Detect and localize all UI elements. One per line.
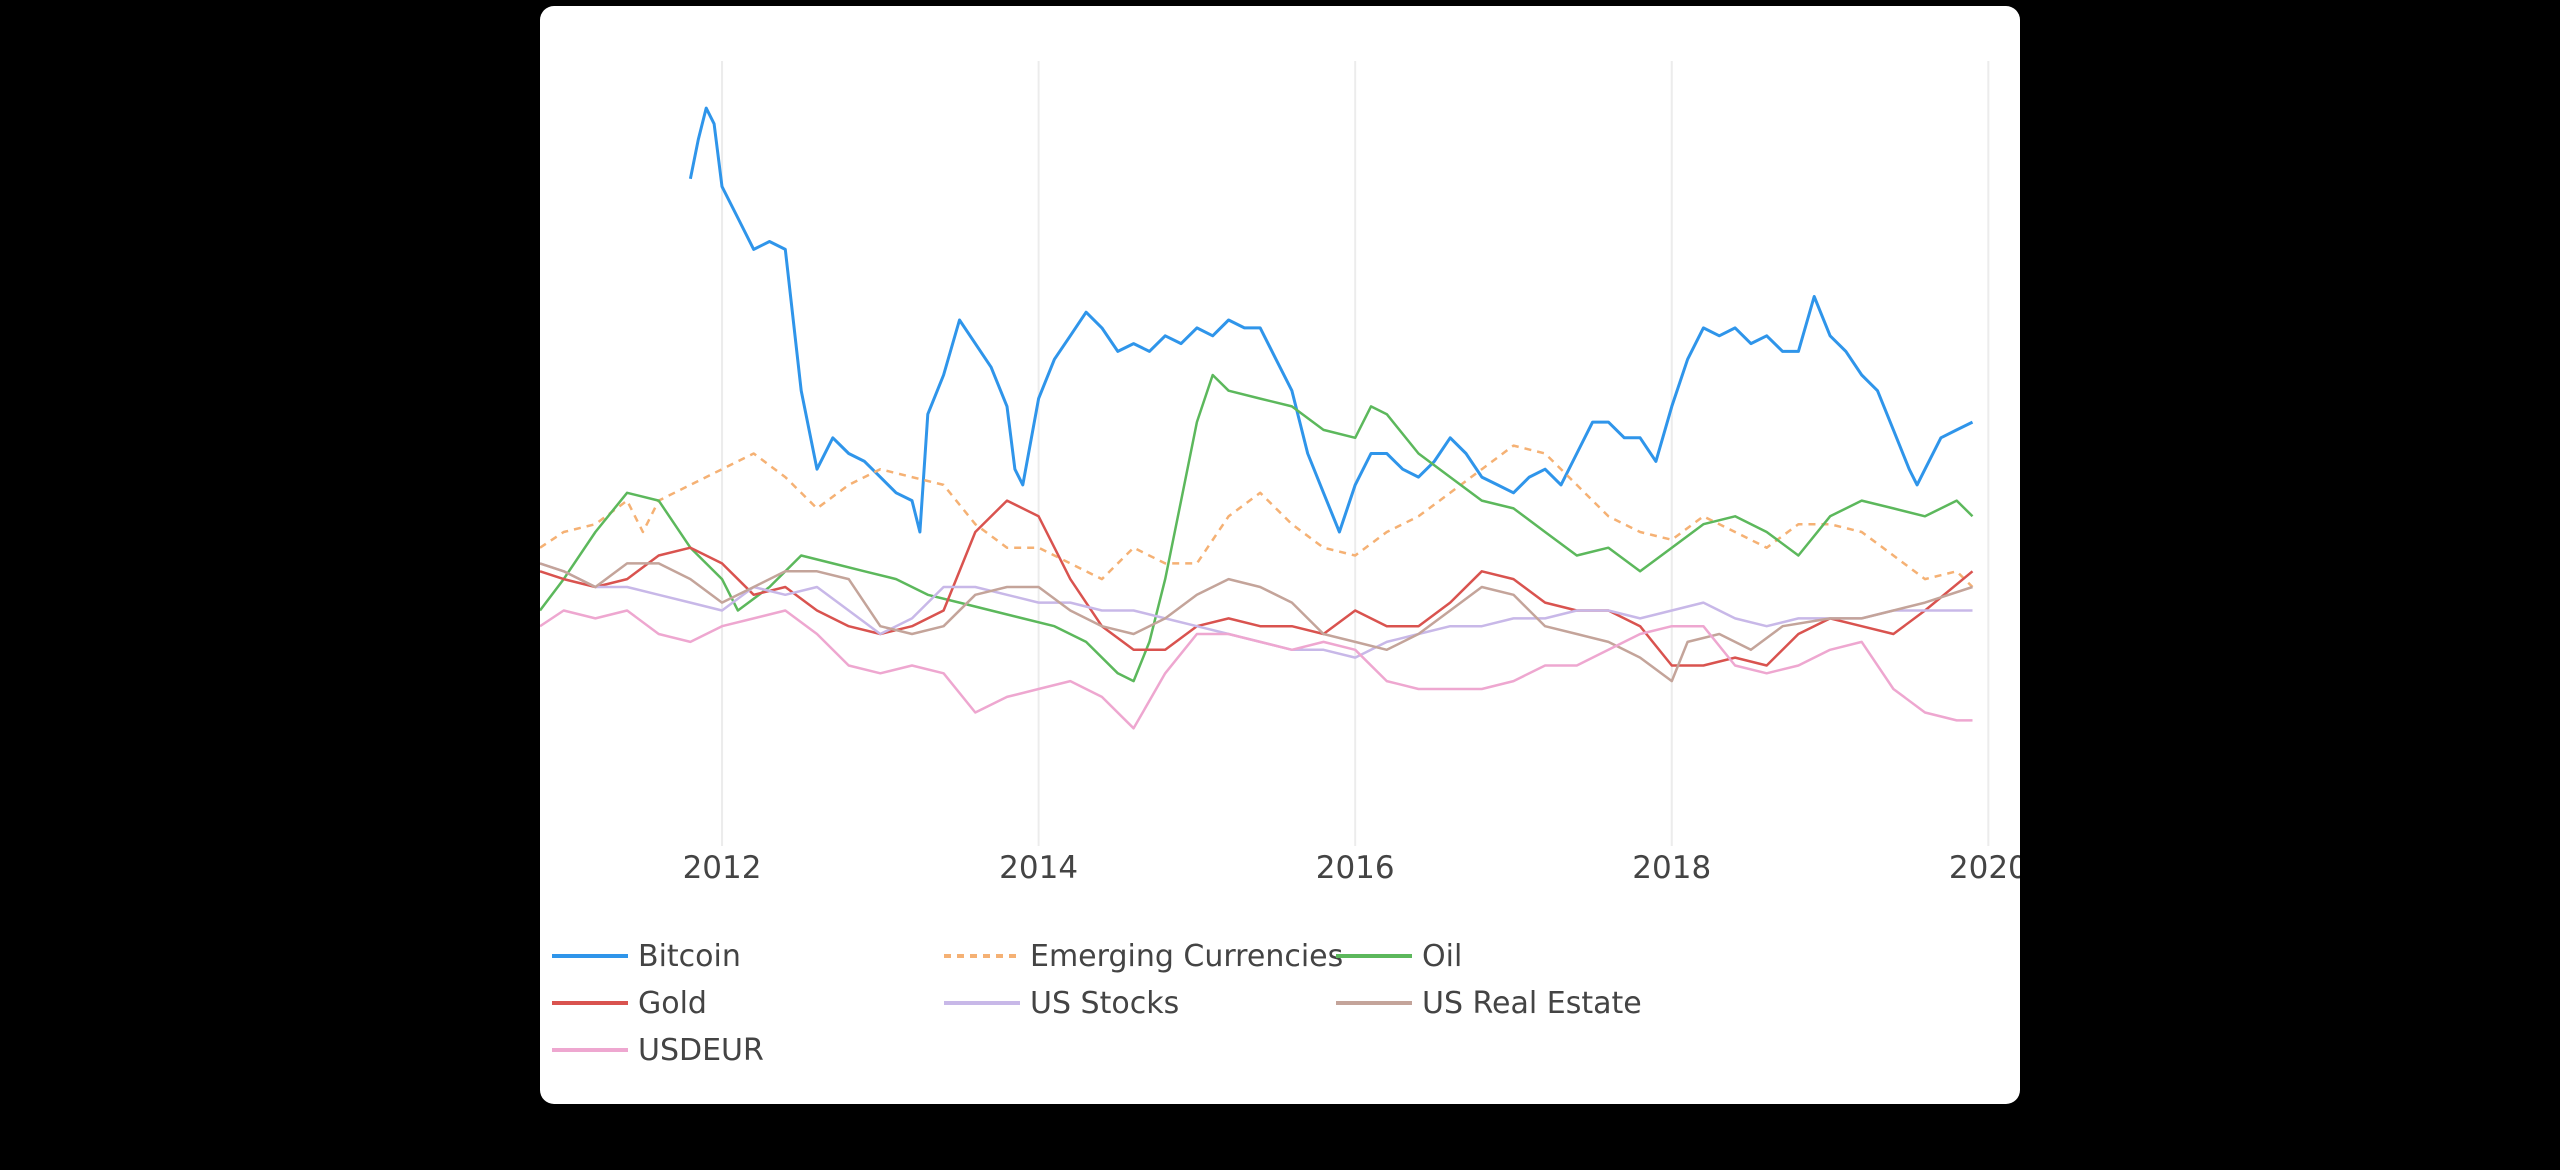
legend-swatch [944, 954, 1020, 958]
legend-swatch [552, 954, 628, 958]
legend-item-us-stocks[interactable]: US Stocks [944, 983, 1179, 1023]
legend-item-bitcoin[interactable]: Bitcoin [552, 936, 741, 976]
legend-label: Emerging Currencies [1030, 938, 1344, 974]
legend-swatch [552, 1001, 628, 1005]
legend-label: US Real Estate [1422, 985, 1642, 1021]
legend-swatch [1336, 954, 1412, 958]
grid-lines [721, 61, 1990, 846]
legend-item-gold[interactable]: Gold [552, 983, 707, 1023]
series-lines [540, 106, 1974, 730]
x-axis-ticks: 2012 2014 2016 2018 2020 [683, 850, 2020, 886]
x-tick-label: 2018 [1632, 850, 1711, 886]
legend-swatch [1336, 1001, 1412, 1005]
legend-label: US Stocks [1030, 985, 1180, 1021]
legend-item-emerging-currencies[interactable]: Emerging Currencies [944, 936, 1343, 976]
series-line-oil[interactable] [540, 373, 1974, 683]
legend-item-usdeur[interactable]: USDEUR [552, 1030, 764, 1070]
series-line-usdeur[interactable] [540, 609, 1973, 730]
legend-label: Gold [638, 985, 707, 1021]
legend-swatch [552, 1048, 628, 1052]
legend-label: Bitcoin [638, 938, 741, 974]
series-line-us-real-estate[interactable] [540, 562, 1973, 683]
x-tick-label: 2020 [1949, 850, 2020, 886]
line-chart: 2012 2014 2016 2018 2020 [540, 61, 2020, 886]
legend-item-us-real-estate[interactable]: US Real Estate [1336, 983, 1642, 1023]
legend-label: USDEUR [638, 1032, 764, 1068]
series-line-emerging-currencies[interactable] [540, 444, 1974, 588]
chart-card: 2012 2014 2016 2018 2020 Bitcoin Emerging Cur… [540, 6, 2020, 1104]
series-line-bitcoin[interactable] [688, 106, 1974, 534]
legend-label: Oil [1422, 938, 1463, 974]
legend-swatch [944, 1001, 1020, 1005]
x-tick-label: 2016 [1316, 850, 1395, 886]
x-tick-label: 2012 [683, 850, 762, 886]
legend-item-oil[interactable]: Oil [1336, 936, 1462, 976]
x-tick-label: 2014 [999, 850, 1078, 886]
